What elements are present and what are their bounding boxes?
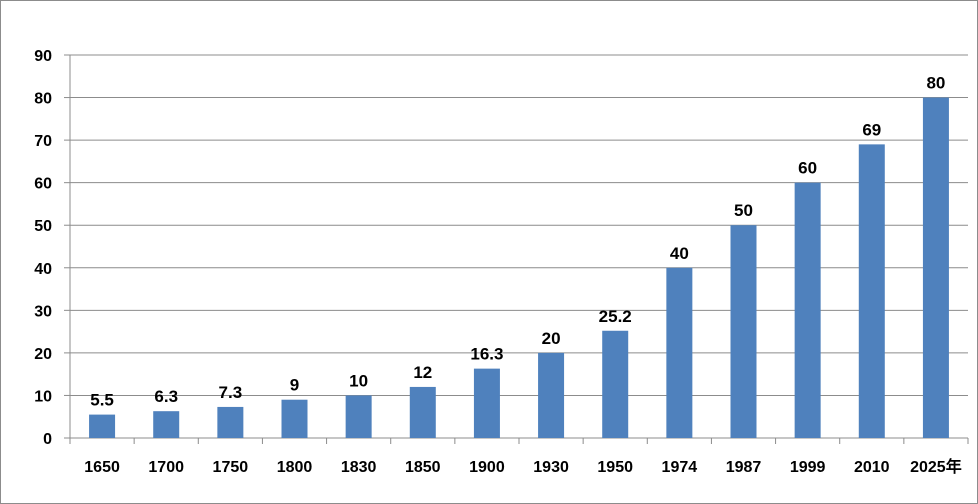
data-label: 80	[926, 74, 945, 93]
data-label: 10	[349, 371, 368, 390]
x-tick-label: 1750	[213, 459, 249, 476]
x-tick-label: 2010	[854, 459, 890, 476]
bar	[153, 411, 180, 438]
x-tick-label: 1930	[533, 459, 569, 476]
y-tick-label: 80	[34, 91, 52, 108]
y-tick-label: 40	[34, 261, 52, 278]
x-tick-label: 1830	[341, 459, 377, 476]
data-label: 7.3	[219, 383, 243, 402]
bar	[538, 352, 565, 438]
y-tick-label: 50	[34, 218, 52, 235]
x-tick-label: 1650	[84, 459, 120, 476]
bar	[666, 267, 693, 438]
bar	[281, 399, 308, 438]
bar	[217, 406, 244, 438]
bar	[89, 414, 116, 438]
data-label: 12	[413, 363, 432, 382]
bar	[602, 330, 629, 438]
bar	[922, 97, 949, 439]
bar	[794, 182, 821, 438]
x-tick-label: 1900	[469, 459, 505, 476]
data-label: 60	[798, 159, 817, 178]
bar	[345, 395, 372, 438]
y-tick-label: 0	[43, 431, 52, 448]
y-tick-label: 60	[34, 176, 52, 193]
y-tick-label: 10	[34, 388, 52, 405]
data-label: 16.3	[470, 345, 503, 364]
y-tick-label: 30	[34, 303, 52, 320]
x-tick-label: 1999	[790, 459, 826, 476]
x-tick-label: 1850	[405, 459, 441, 476]
x-tick-label: 1950	[597, 459, 633, 476]
x-tick-label: 1987	[726, 459, 762, 476]
bar	[409, 386, 436, 438]
bar	[858, 144, 885, 438]
y-tick-label: 90	[34, 48, 52, 65]
data-label: 25.2	[599, 307, 632, 326]
x-tick-label: 1800	[277, 459, 313, 476]
y-tick-label: 70	[34, 133, 52, 150]
data-label: 5.5	[90, 391, 114, 410]
bar	[473, 368, 500, 438]
data-label: 20	[542, 329, 561, 348]
x-tick-label: 2025年	[910, 457, 962, 476]
data-label: 6.3	[154, 387, 178, 406]
data-label: 9	[290, 376, 299, 395]
y-tick-label: 20	[34, 346, 52, 363]
x-tick-label: 1700	[148, 459, 184, 476]
x-tick-label: 1974	[662, 459, 698, 476]
bar	[730, 225, 757, 438]
data-label: 69	[862, 120, 881, 139]
data-label: 50	[734, 201, 753, 220]
data-label: 40	[670, 244, 689, 263]
